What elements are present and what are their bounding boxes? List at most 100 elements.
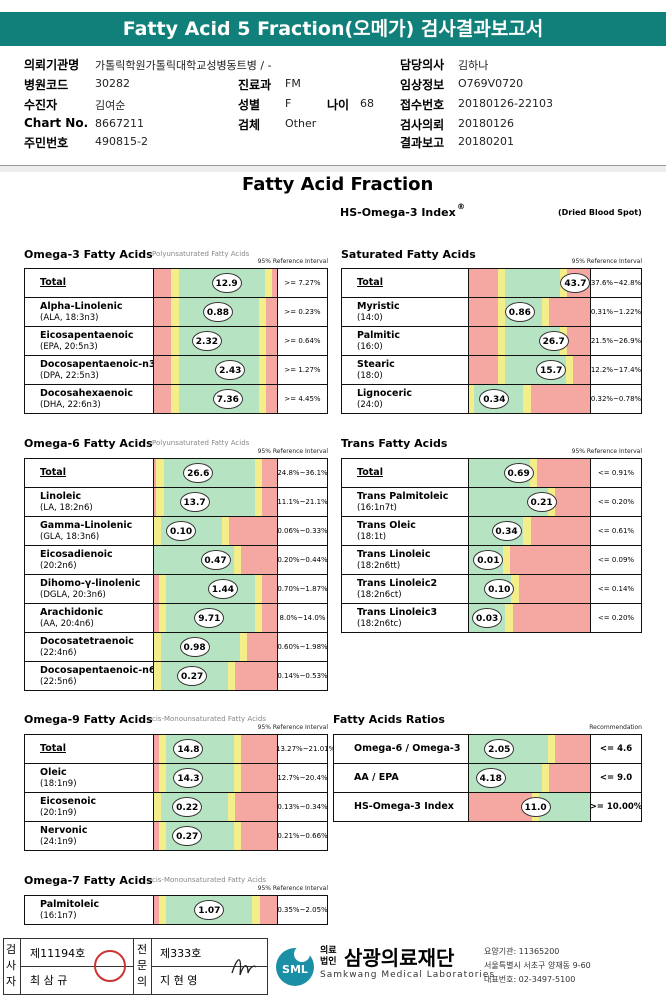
section-title: Fatty Acid Fraction — [242, 174, 434, 195]
analyte-sub: (18:2n6ct) — [357, 590, 402, 600]
range-zone — [567, 327, 590, 355]
range-zone — [154, 575, 159, 603]
range-zone — [469, 327, 499, 355]
range-zone — [235, 793, 277, 821]
signer-role: 검사자 — [5, 943, 17, 988]
signer-name: 지 현 영 — [160, 974, 198, 987]
result-row: Trans Linoleic3 (18:2n6tc) 0.03 <= 0.20% — [341, 603, 642, 633]
range-bar: 12.9 — [153, 269, 278, 297]
analyte-name: Oleic — [40, 767, 67, 778]
range-zone — [265, 385, 277, 413]
reference-range: 8.0%~14.0% — [279, 614, 326, 622]
range-zone — [233, 735, 242, 763]
result-marker: 0.03 — [472, 608, 503, 628]
range-bar: 0.01 — [468, 546, 591, 574]
range-zone — [262, 604, 277, 632]
range-zone — [523, 517, 531, 545]
result-row: Docosahexaenoic (DHA, 22:6n3) 7.36 >= 4.45% — [24, 384, 328, 414]
panel-title: Omega-3 Fatty Acids — [24, 248, 153, 261]
range-zone — [154, 662, 162, 690]
range-bar: 0.69 — [468, 459, 591, 487]
analyte-name: Trans Linoleic2 — [357, 578, 438, 589]
range-zone — [171, 327, 179, 355]
analyte-name: Stearic — [357, 359, 395, 370]
analyte-sub: (ALA, 18:3n3) — [40, 313, 99, 323]
reference-range: <= 0.20% — [597, 498, 635, 506]
result-marker: 0.01 — [473, 550, 504, 570]
reference-range: 24.8%~36.1% — [277, 469, 328, 477]
analyte-sub: (14:0) — [357, 313, 383, 323]
range-zone — [272, 269, 277, 297]
analyte-sub: (LA, 18:2n6) — [40, 503, 93, 513]
range-bar: 0.03 — [468, 604, 591, 632]
range-zone — [541, 764, 549, 792]
panel-title: Omega-7 Fatty Acids — [24, 874, 153, 887]
analyte-name: Arachidonic — [40, 607, 104, 618]
range-zone — [247, 633, 277, 661]
cell-line — [151, 966, 268, 967]
range-bar: 26.7 — [468, 327, 591, 355]
analyte-sub: (GLA, 18:3n6) — [40, 532, 100, 542]
analyte-sub: (18:1t) — [357, 532, 387, 542]
info-label: 임상정보 — [400, 78, 445, 92]
result-row: HS-Omega-3 Index 11.0 >= 10.00% — [333, 792, 642, 822]
range-zone — [262, 459, 277, 487]
analyte-sub: (22:5n6) — [40, 677, 77, 687]
reference-header: Recommendation — [589, 724, 642, 731]
panel-title: Fatty Acids Ratios — [333, 713, 445, 726]
org-english: Samkwang Medical Laboratories — [320, 970, 496, 980]
result-row: Palmitoleic (16:1n7) 1.07 0.35%~2.05% — [24, 895, 328, 925]
range-zone — [227, 793, 236, 821]
analyte-sub: (16:1n7) — [40, 911, 77, 921]
range-zone — [154, 822, 159, 850]
range-bar: 1.44 — [153, 575, 278, 603]
result-row: Arachidonic (AA, 20:4n6) 9.71 8.0%~14.0% — [24, 603, 328, 633]
reference-range: 0.21%~0.66% — [277, 832, 328, 840]
info-label: Chart No. — [24, 116, 89, 130]
result-row: Total 12.9 >= 7.27% — [24, 268, 328, 298]
range-zone — [241, 735, 277, 763]
result-marker: 0.22 — [172, 797, 203, 817]
info-label: 접수번호 — [400, 98, 445, 112]
reference-range: 37.6%~42.8% — [590, 279, 642, 287]
panel-subtitle: cis-Monounsaturated Fatty Acids — [152, 876, 266, 884]
cell-line — [133, 938, 134, 995]
range-zone — [469, 385, 474, 413]
reference-range: 0.35%~2.05% — [277, 906, 328, 914]
range-zone — [254, 488, 263, 516]
range-zone — [154, 385, 172, 413]
result-marker: 0.27 — [177, 666, 208, 686]
range-zone — [154, 298, 172, 326]
seal — [94, 950, 126, 982]
result-marker: 0.10 — [484, 579, 515, 599]
org-name: 삼광의료재단 — [344, 946, 455, 970]
reference-range: 0.20%~0.44% — [277, 556, 328, 564]
reference-range: >= 10.00% — [589, 802, 643, 812]
info-label: 나이 — [327, 98, 350, 112]
result-marker: 14.3 — [173, 768, 204, 788]
range-zone — [547, 735, 555, 763]
org-type: 의료법인 — [320, 946, 337, 967]
logo: SML — [276, 946, 314, 986]
reference-range: 13.27%~21.01% — [276, 745, 336, 753]
panel-title: Omega-9 Fatty Acids — [24, 713, 153, 726]
analyte-name: Nervonic — [40, 825, 88, 836]
analyte-name: Lignoceric — [357, 388, 413, 399]
result-marker: 0.34 — [479, 389, 510, 409]
range-zone — [158, 764, 167, 792]
analyte-sub: (DHA, 22:6n3) — [40, 400, 101, 410]
info-label: 주민번호 — [24, 136, 69, 150]
reference-range: 11.1%~21.1% — [277, 498, 328, 506]
range-zone — [505, 269, 560, 297]
range-zone — [154, 488, 157, 516]
result-row: Palmitic (16:0) 26.7 21.5%~26.9% — [341, 326, 642, 356]
result-marker: 2.43 — [215, 360, 246, 380]
info-value: 30282 — [95, 77, 130, 90]
analyte-name: Alpha-Linolenic — [40, 301, 123, 312]
result-marker: 14.8 — [173, 739, 204, 759]
divider-shade — [0, 166, 666, 172]
range-zone — [154, 793, 162, 821]
info-value: F — [285, 97, 292, 110]
range-bar: 43.7 — [468, 269, 591, 297]
range-zone — [156, 488, 164, 516]
